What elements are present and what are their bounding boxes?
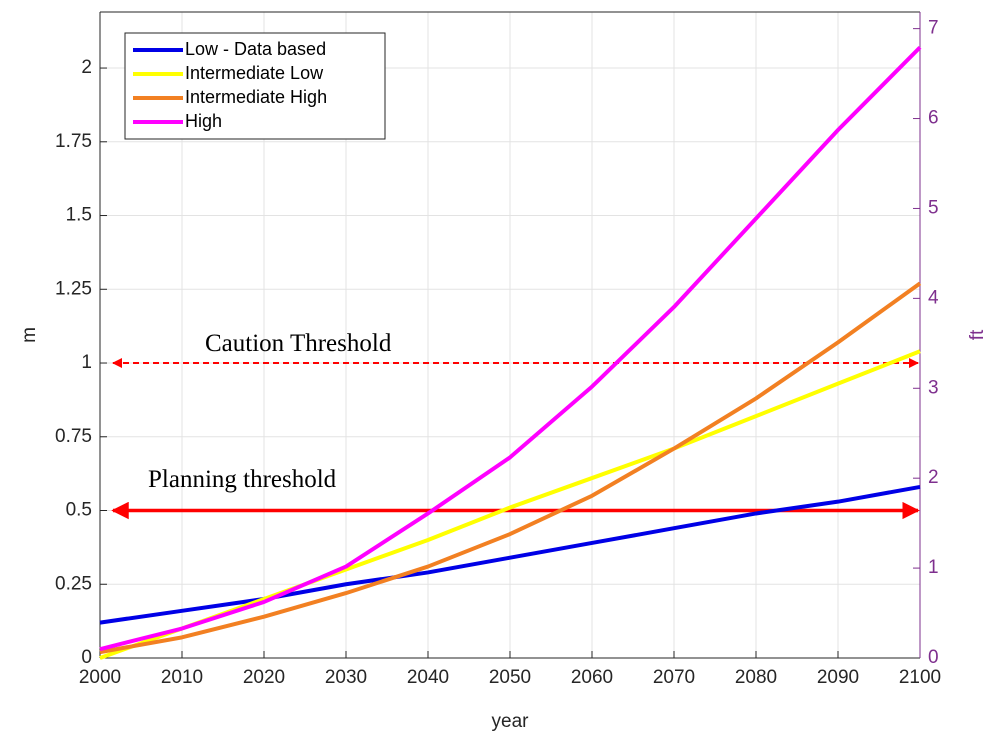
x-tick-label: 2000 (79, 667, 121, 688)
y-tick-label: 0.5 (66, 500, 92, 521)
y-tick-label: 0.25 (55, 573, 92, 594)
x-tick-label: 2060 (571, 667, 613, 688)
y2-tick-label: 1 (928, 557, 939, 578)
legend-label: Intermediate High (185, 87, 327, 107)
y-tick-label: 1.5 (66, 205, 92, 226)
legend-label: High (185, 111, 222, 131)
series-line (99, 484, 921, 625)
y-tick-label: 1.25 (55, 278, 92, 299)
x-tick-label: 2040 (407, 667, 449, 688)
y2-tick-label: 2 (928, 467, 939, 488)
x-axis-label: year (492, 711, 530, 732)
x-tick-label: 2010 (161, 667, 203, 688)
series-line (99, 281, 922, 655)
x-tick-label: 2080 (735, 667, 777, 688)
legend-label: Intermediate Low (185, 63, 324, 83)
series-line (99, 45, 922, 652)
y2-axis-label: ft (967, 329, 988, 340)
legend-label: Low - Data based (185, 39, 326, 59)
y2-tick-label: 5 (928, 197, 939, 218)
x-tick-label: 2050 (489, 667, 531, 688)
y2-tick-label: 4 (928, 287, 939, 308)
y-tick-label: 0.75 (55, 426, 92, 447)
y-tick-label: 1.75 (55, 131, 92, 152)
y-axis-label: m (19, 327, 40, 343)
x-tick-label: 2090 (817, 667, 859, 688)
x-tick-label: 2020 (243, 667, 285, 688)
y-tick-label: 0 (81, 647, 92, 668)
y2-tick-label: 0 (928, 647, 939, 668)
y2-tick-label: 6 (928, 108, 939, 129)
x-tick-label: 2100 (899, 667, 941, 688)
x-tick-label: 2070 (653, 667, 695, 688)
x-tick-label: 2030 (325, 667, 367, 688)
y2-tick-label: 3 (928, 377, 939, 398)
y-tick-label: 1 (81, 352, 92, 373)
y2-tick-label: 7 (928, 18, 939, 39)
threshold-label: Caution Threshold (205, 330, 392, 357)
y-tick-label: 2 (81, 57, 92, 78)
threshold-label: Planning threshold (148, 466, 337, 493)
